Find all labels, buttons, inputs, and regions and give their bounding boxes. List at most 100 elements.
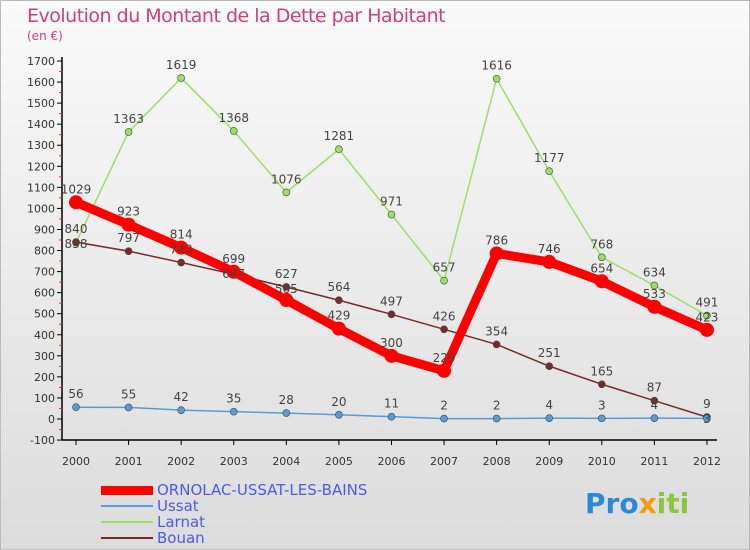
data-label: 687 — [222, 267, 245, 281]
y-tick-label: 1100 — [27, 181, 55, 194]
y-tick-label: 300 — [34, 350, 55, 363]
legend-label: Larnat — [157, 513, 206, 531]
x-tick-label: 2008 — [483, 455, 511, 468]
legend-item: Larnat — [101, 514, 367, 530]
y-tick-label: 600 — [34, 287, 55, 300]
data-label: 1368 — [218, 111, 249, 125]
data-label: 87 — [647, 381, 662, 395]
data-label: 4 — [651, 398, 659, 412]
data-label: 565 — [275, 282, 298, 296]
legend-swatch — [101, 485, 153, 495]
data-label: 229 — [433, 351, 456, 365]
proxiti-logo: Proxiti — [585, 487, 690, 520]
data-label: 2 — [440, 399, 448, 413]
data-label: 35 — [226, 392, 241, 406]
y-axis-unit: (en €) — [27, 29, 63, 43]
data-point — [331, 321, 346, 336]
y-tick-label: 1600 — [27, 76, 55, 89]
data-point — [545, 362, 554, 370]
data-point — [229, 407, 238, 416]
data-label: 657 — [433, 261, 456, 275]
data-point — [650, 396, 659, 405]
y-tick-label: 1300 — [27, 139, 55, 152]
data-point — [124, 403, 133, 412]
data-point — [650, 414, 659, 422]
y-tick-label: 1000 — [27, 202, 55, 215]
y-tick-label: 1400 — [27, 118, 55, 131]
data-point — [124, 128, 133, 136]
data-point — [121, 217, 136, 232]
y-tick-label: 0 — [48, 413, 55, 426]
x-tick-label: 2009 — [535, 455, 563, 468]
data-point — [545, 414, 554, 422]
data-point — [387, 310, 396, 319]
data-label: 533 — [643, 287, 666, 301]
data-label: 42 — [174, 390, 189, 404]
data-point — [492, 414, 501, 423]
data-point — [647, 299, 662, 314]
data-point — [489, 246, 504, 261]
data-point — [594, 274, 609, 289]
data-label: 1616 — [481, 59, 512, 73]
data-point — [437, 363, 452, 378]
data-point — [650, 281, 659, 290]
legend-swatch — [101, 537, 153, 539]
data-label: 20 — [331, 395, 346, 409]
data-point — [703, 414, 711, 423]
y-tick-label: 100 — [34, 392, 55, 405]
data-point — [542, 254, 557, 269]
data-label: 1619 — [166, 58, 197, 72]
data-label: 56 — [68, 387, 83, 401]
data-label: 654 — [590, 261, 613, 275]
legend-item: Ussat — [101, 498, 367, 514]
data-point — [545, 167, 554, 175]
data-label: 423 — [696, 311, 719, 325]
data-label: 746 — [538, 242, 561, 256]
y-tick-label: 700 — [34, 266, 55, 279]
y-tick-label: 1700 — [27, 55, 55, 68]
legend-label: ORNOLAC-USSAT-LES-BAINS — [157, 481, 368, 499]
data-label: 923 — [117, 205, 140, 219]
data-point — [387, 412, 396, 421]
legend-label: Ussat — [157, 497, 199, 515]
data-point — [177, 406, 185, 414]
y-tick-label: 900 — [34, 223, 55, 236]
y-tick-label: 1500 — [27, 97, 55, 110]
data-label: 634 — [643, 265, 666, 279]
data-label: 786 — [485, 233, 508, 247]
data-point — [124, 247, 133, 255]
data-point — [229, 127, 238, 135]
data-label: 564 — [327, 280, 350, 294]
x-tick-label: 2010 — [588, 455, 616, 468]
data-label: 743 — [170, 243, 193, 257]
data-label: 971 — [380, 195, 403, 209]
data-label: 3 — [598, 398, 606, 412]
data-point — [492, 74, 501, 83]
y-tick-label: 200 — [34, 371, 55, 384]
y-tick-label: -100 — [30, 434, 55, 447]
legend-swatch — [101, 521, 153, 523]
data-point — [335, 410, 343, 419]
x-tick-label: 2012 — [693, 455, 721, 468]
chart-title: Evolution du Montant de la Dette par Hab… — [27, 5, 446, 27]
y-tick-label: 500 — [34, 308, 55, 321]
data-label: 4 — [545, 398, 553, 412]
data-point — [69, 195, 83, 210]
data-point — [282, 188, 291, 197]
data-label: 699 — [222, 252, 245, 266]
data-point — [177, 74, 185, 82]
x-tick-label: 2004 — [272, 455, 300, 468]
legend-item: ORNOLAC-USSAT-LES-BAINS — [101, 482, 367, 498]
data-label: 1177 — [534, 151, 565, 165]
data-label: 28 — [279, 393, 294, 407]
data-label: 814 — [170, 228, 193, 242]
data-point — [279, 293, 294, 308]
data-label: 1076 — [271, 172, 302, 186]
data-point — [440, 276, 448, 285]
data-point — [177, 258, 185, 267]
data-point — [72, 238, 80, 246]
data-label: 768 — [590, 237, 613, 251]
data-point — [282, 283, 291, 291]
data-point — [597, 253, 606, 262]
